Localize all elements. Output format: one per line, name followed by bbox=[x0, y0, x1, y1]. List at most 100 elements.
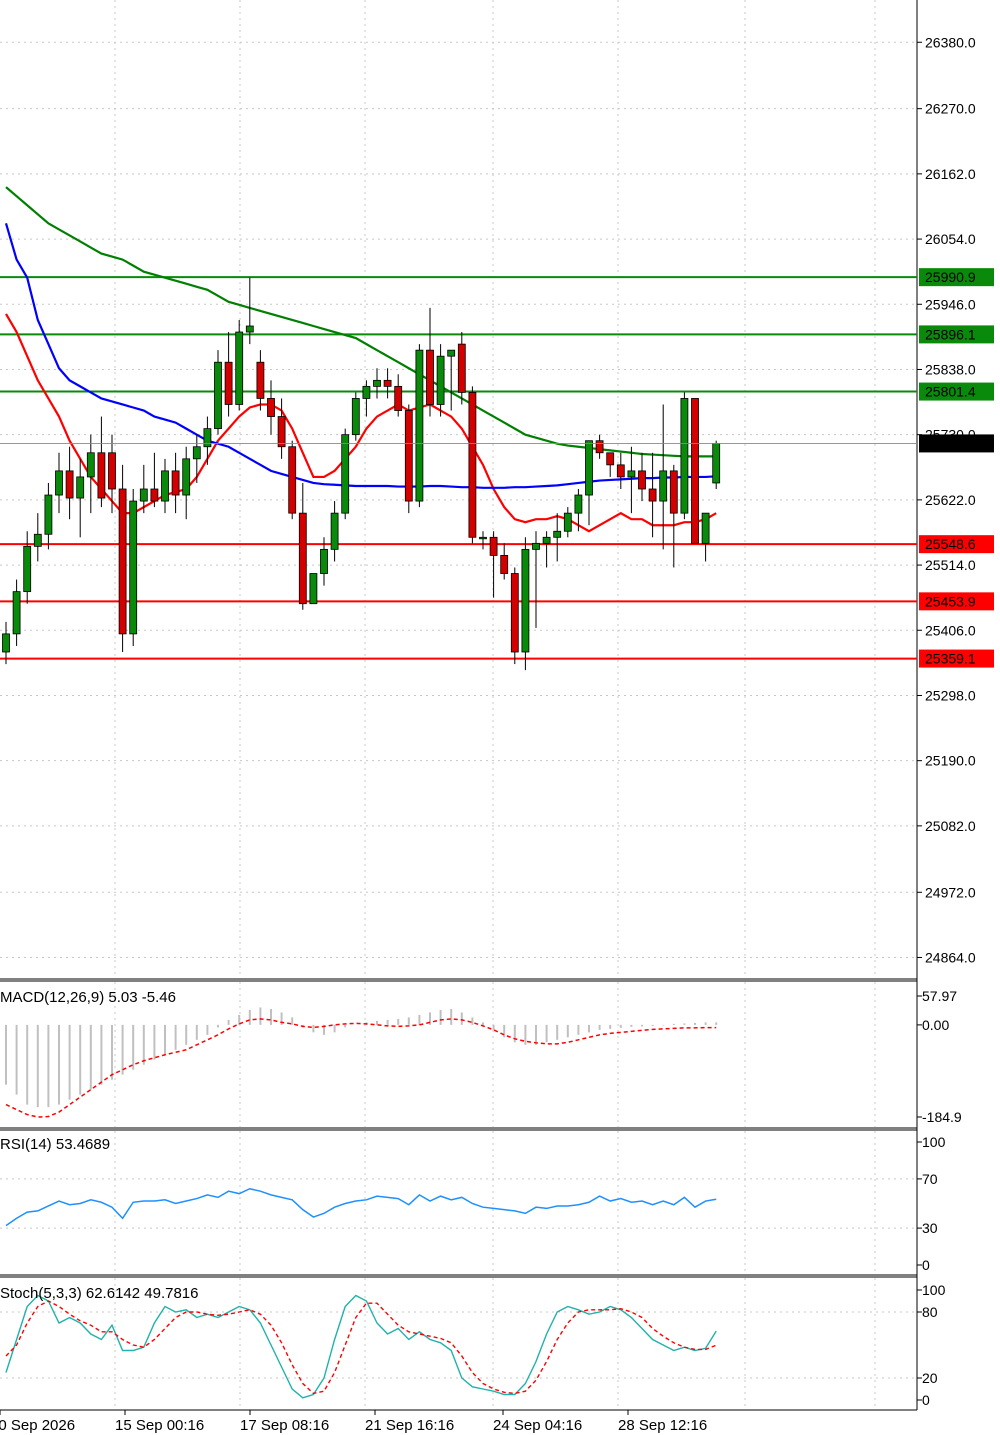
candle-bear bbox=[489, 536, 498, 556]
rsi-title: RSI(14) 53.4689 bbox=[0, 1136, 110, 1153]
moving-average-line bbox=[5, 313, 717, 533]
time-axis: 10 Sep 2026 15 Sep 00:16 17 Sep 08:16 21 Se… bbox=[0, 1410, 707, 1434]
candle-bull bbox=[341, 434, 350, 514]
candle-bull bbox=[161, 470, 169, 502]
axis-labels: 26380.0 26270.0 26162.0 26054.0 25946.0 25838… bbox=[917, 34, 994, 1408]
stoch-signal-line bbox=[5, 1300, 717, 1395]
candle-bear bbox=[606, 452, 615, 466]
price-tick-label: 25406.0 bbox=[925, 622, 976, 638]
price-tick-label: 26270.0 bbox=[925, 101, 976, 117]
candle-bull bbox=[585, 440, 593, 496]
candle-bull bbox=[192, 446, 201, 460]
candle-bull bbox=[415, 349, 424, 502]
candle-bear bbox=[394, 385, 403, 411]
macd-panel[interactable]: MACD(12,26,9) 5.03 -5.46 bbox=[0, 989, 718, 1118]
candle-bull bbox=[182, 458, 191, 496]
candle-bear bbox=[383, 379, 392, 387]
candle-bear bbox=[97, 452, 106, 499]
candle-bull bbox=[12, 591, 21, 635]
candle-bull bbox=[44, 494, 53, 535]
price-tick-label: 26054.0 bbox=[925, 231, 976, 247]
candle-bear bbox=[65, 470, 74, 499]
candle-bear bbox=[118, 488, 127, 635]
rsi-tick-label: 0 bbox=[922, 1257, 930, 1273]
candle-bear bbox=[404, 410, 413, 502]
candle-bear bbox=[426, 349, 434, 405]
candle-bull bbox=[553, 530, 562, 538]
candle-bull bbox=[447, 349, 456, 357]
candle-bear bbox=[288, 446, 297, 514]
candle-bull bbox=[86, 452, 95, 478]
candle-bull bbox=[521, 548, 530, 653]
macd-title: MACD(12,26,9) 5.03 -5.46 bbox=[0, 989, 176, 1006]
candle-bear bbox=[616, 464, 625, 478]
resistance-label: 25990.9 bbox=[925, 269, 976, 285]
support-label-box bbox=[919, 535, 994, 554]
candle-bull bbox=[563, 512, 572, 532]
price-tick-label: 25514.0 bbox=[925, 557, 976, 573]
panel-frames bbox=[0, 0, 918, 1411]
candle-bull bbox=[320, 548, 328, 574]
candle-bull bbox=[351, 398, 360, 436]
candle-bull bbox=[436, 355, 445, 405]
candle-bull bbox=[129, 500, 138, 635]
macd-tick-label: 57.97 bbox=[922, 988, 957, 1004]
candle-bull bbox=[214, 361, 222, 430]
rsi-panel[interactable]: RSI(14) 53.4689 bbox=[0, 1136, 717, 1227]
rsi-tick-label: 100 bbox=[922, 1134, 946, 1150]
resistance-label-box bbox=[919, 325, 994, 344]
candle-bull bbox=[203, 428, 212, 448]
candle-bear bbox=[256, 361, 265, 399]
price-tick-label: 25622.0 bbox=[925, 492, 976, 508]
candle-bear bbox=[224, 361, 233, 405]
candle-bull bbox=[373, 379, 381, 387]
candle-bull bbox=[627, 470, 636, 478]
time-tick-label: 10 Sep 2026 bbox=[0, 1417, 75, 1434]
candle-bear bbox=[108, 452, 116, 490]
macd-signal-line bbox=[5, 1018, 717, 1118]
price-tick-label: 25082.0 bbox=[925, 818, 976, 834]
resistance-label: 25896.1 bbox=[925, 326, 976, 342]
grid-lines bbox=[0, 0, 917, 1409]
candle-bull bbox=[574, 494, 583, 514]
candle-bull bbox=[2, 633, 10, 653]
time-tick-label: 28 Sep 12:16 bbox=[618, 1417, 707, 1434]
candle-bear bbox=[638, 470, 646, 490]
candle-bull bbox=[76, 476, 85, 499]
support-label: 25548.6 bbox=[925, 536, 976, 552]
candle-bear bbox=[457, 343, 466, 393]
stoch-main-line bbox=[5, 1294, 717, 1399]
candle-bull bbox=[245, 325, 254, 333]
rsi-line bbox=[5, 1187, 717, 1227]
time-tick-label: 21 Sep 16:16 bbox=[365, 1417, 454, 1434]
stoch-tick-label: 20 bbox=[922, 1370, 938, 1386]
candle-bull bbox=[680, 398, 689, 514]
candle-bull bbox=[659, 470, 668, 502]
candle-bull bbox=[235, 331, 244, 405]
price-tick-label: 24972.0 bbox=[925, 884, 976, 900]
candle-bear bbox=[648, 488, 657, 502]
candle-bull bbox=[330, 512, 339, 550]
price-tick-label: 26380.0 bbox=[925, 34, 976, 50]
candle-bear bbox=[277, 416, 286, 448]
candle-bear bbox=[171, 470, 180, 496]
stoch-panel[interactable]: Stoch(5,3,3) 62.6142 49.7816 bbox=[0, 1285, 717, 1399]
rsi-tick-label: 30 bbox=[922, 1220, 938, 1236]
price-panel[interactable] bbox=[0, 186, 917, 671]
candle-bear bbox=[510, 573, 519, 653]
support-label: 25359.1 bbox=[925, 651, 976, 667]
candle-bull bbox=[712, 443, 721, 484]
time-tick-label: 24 Sep 04:16 bbox=[493, 1417, 582, 1434]
price-tick-label: 25190.0 bbox=[925, 753, 976, 769]
price-tick-label: 25298.0 bbox=[925, 687, 976, 703]
time-tick-label: 17 Sep 08:16 bbox=[240, 1417, 329, 1434]
candle-bull bbox=[23, 545, 32, 593]
resistance-label: 25801.4 bbox=[925, 384, 976, 400]
moving-average-line bbox=[5, 186, 717, 458]
price-tick-label: 25838.0 bbox=[925, 361, 976, 377]
stoch-tick-label: 80 bbox=[922, 1304, 938, 1320]
moving-average-line bbox=[4, 223, 717, 489]
candle-bear bbox=[669, 470, 678, 514]
time-tick-label: 15 Sep 00:16 bbox=[115, 1417, 204, 1434]
